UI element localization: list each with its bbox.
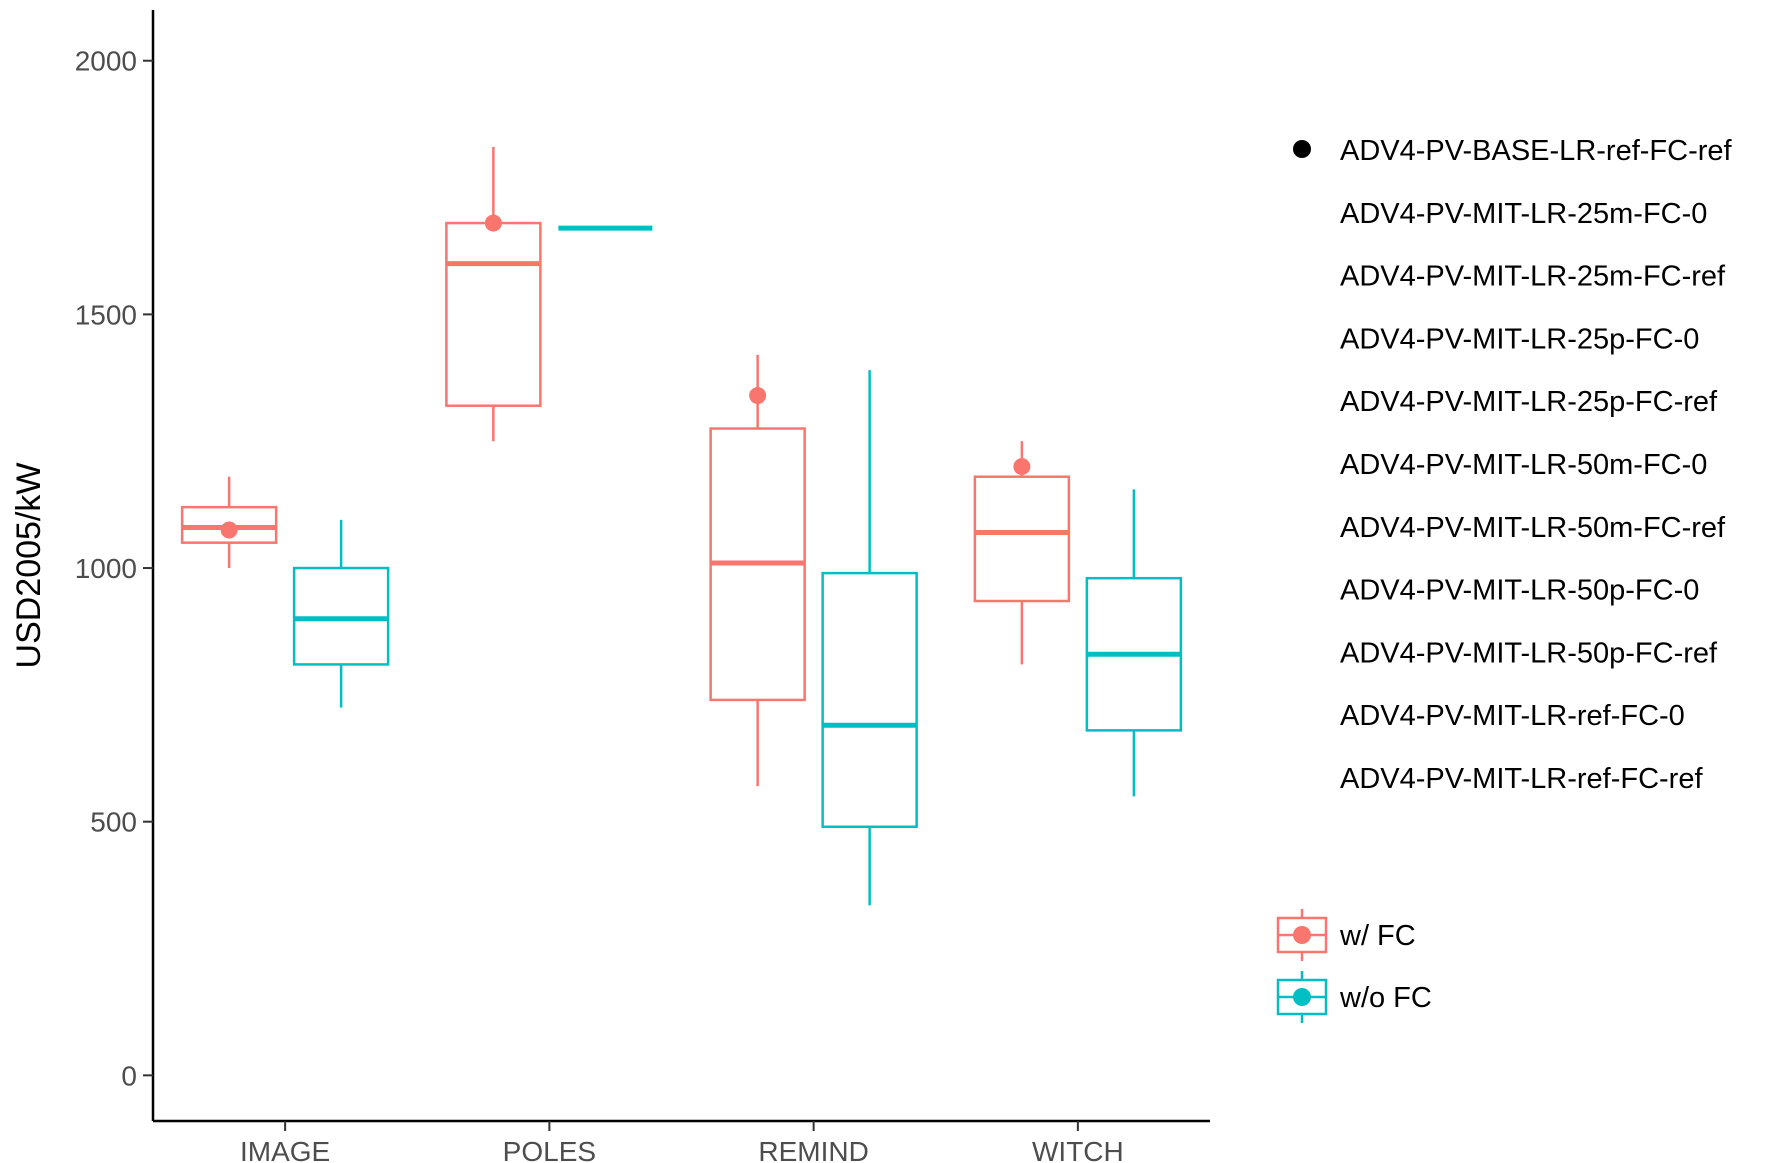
legend-scenario-item: ADV4-PV-MIT-LR-25m-FC-ref bbox=[1340, 261, 1726, 293]
box-iqr bbox=[821, 571, 918, 829]
box bbox=[709, 354, 806, 787]
legend-scenarios: ADV4-PV-BASE-LR-ref-FC-ref ADV4-PV-MIT-LR… bbox=[1293, 135, 1733, 795]
legend-scenario-label: ADV4-PV-MIT-LR-50m-FC-ref bbox=[1340, 512, 1726, 544]
legend-scenario-item: ADV4-PV-MIT-LR-ref-FC-0 bbox=[1340, 700, 1685, 732]
legend-scenario-label: ADV4-PV-MIT-LR-ref-FC-0 bbox=[1340, 700, 1685, 732]
legend-scenario-label: ADV4-PV-MIT-LR-25m-FC-ref bbox=[1340, 261, 1726, 293]
legend-scenario-label: ADV4-PV-MIT-LR-25p-FC-ref bbox=[1340, 386, 1718, 418]
legend-scenario-item: ADV4-PV-MIT-LR-50p-FC-ref bbox=[1340, 637, 1718, 669]
legend-fc-label: w/o FC bbox=[1339, 982, 1432, 1014]
legend-fc: w/ FC w/o FC bbox=[1276, 909, 1432, 1023]
box bbox=[292, 519, 390, 708]
x-tick-label: IMAGE bbox=[240, 1136, 330, 1163]
legend-key-point bbox=[1293, 988, 1311, 1006]
x-tick-label: WITCH bbox=[1032, 1136, 1124, 1163]
legend-key-point bbox=[1293, 926, 1311, 944]
legend-scenario-label: ADV4-PV-MIT-LR-25p-FC-0 bbox=[1340, 323, 1699, 355]
legend-scenario-label: ADV4-PV-BASE-LR-ref-FC-ref bbox=[1340, 135, 1733, 167]
data-point bbox=[220, 521, 238, 539]
legend-scenario-item: ADV4-PV-MIT-LR-50m-FC-ref bbox=[1340, 512, 1726, 544]
legend-scenario-label: ADV4-PV-MIT-LR-50p-FC-ref bbox=[1340, 637, 1718, 669]
legend-scenario-label: ADV4-PV-MIT-LR-25m-FC-0 bbox=[1340, 198, 1707, 230]
y-tick-label: 1000 bbox=[75, 553, 137, 584]
box-series bbox=[180, 146, 1183, 906]
legend-fc-item: w/ FC bbox=[1276, 909, 1416, 961]
legend-scenario-item: ADV4-PV-MIT-LR-50m-FC-0 bbox=[1340, 449, 1707, 481]
legend-scenario-item: ADV4-PV-MIT-LR-25m-FC-0 bbox=[1340, 198, 1707, 230]
legend-scenario-item: ADV4-PV-MIT-LR-25p-FC-0 bbox=[1340, 323, 1699, 355]
legend-scenario-label: ADV4-PV-MIT-LR-ref-FC-ref bbox=[1340, 763, 1703, 795]
legend-fc-label: w/ FC bbox=[1339, 920, 1416, 952]
legend-scenario-item: ADV4-PV-MIT-LR-50p-FC-0 bbox=[1340, 575, 1699, 607]
data-point bbox=[1013, 458, 1031, 476]
legend-scenario-label: ADV4-PV-MIT-LR-50p-FC-0 bbox=[1340, 575, 1699, 607]
legend-scenario-label: ADV4-PV-MIT-LR-50m-FC-0 bbox=[1340, 449, 1707, 481]
box bbox=[973, 441, 1071, 665]
box bbox=[445, 146, 542, 442]
x-tick-label: REMIND bbox=[758, 1136, 868, 1163]
legend-scenario-item: ADV4-PV-MIT-LR-ref-FC-ref bbox=[1340, 763, 1703, 795]
y-axis-title: USD2005/kW bbox=[10, 463, 48, 669]
box bbox=[821, 370, 918, 906]
legend-scenario-item: ADV4-PV-MIT-LR-25p-FC-ref bbox=[1340, 386, 1718, 418]
legend-point-key bbox=[1293, 140, 1311, 158]
y-tick-label: 2000 bbox=[75, 46, 137, 77]
series-wo-fc bbox=[292, 225, 1183, 906]
box-iqr bbox=[292, 566, 390, 666]
data-point bbox=[484, 214, 502, 232]
legend-fc-item: w/o FC bbox=[1276, 971, 1432, 1023]
legend-scenario-item: ADV4-PV-BASE-LR-ref-FC-ref bbox=[1293, 135, 1733, 167]
box-iqr bbox=[445, 221, 542, 407]
series-w-fc bbox=[180, 146, 1071, 787]
y-tick-label: 0 bbox=[121, 1060, 137, 1091]
x-tick-label: POLES bbox=[503, 1136, 596, 1163]
box bbox=[1085, 489, 1183, 797]
data-point bbox=[749, 387, 767, 405]
y-tick-label: 500 bbox=[90, 807, 137, 838]
y-tick-label: 1500 bbox=[75, 299, 137, 330]
box-iqr bbox=[973, 475, 1071, 603]
axes: 0 500 1000 1500 2000 IMAGE POLES REMIND WITCH USD… bbox=[10, 10, 1210, 1163]
